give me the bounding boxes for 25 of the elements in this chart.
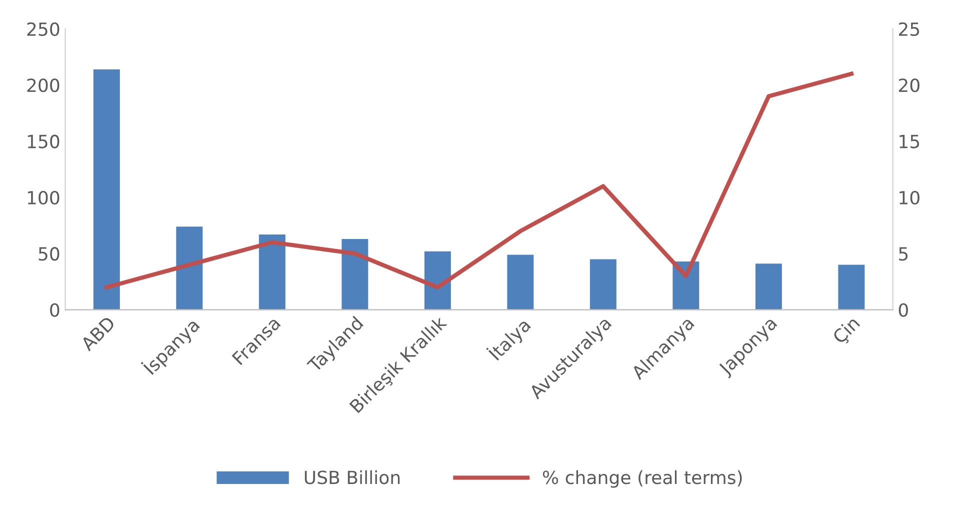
y-tick-label: 200 bbox=[27, 78, 60, 92]
bar bbox=[424, 251, 451, 310]
bar bbox=[838, 264, 865, 310]
y2-tick-label: 5 bbox=[899, 247, 908, 261]
x-tick-label: Çin bbox=[832, 316, 863, 347]
y-tick-label: 100 bbox=[28, 190, 60, 205]
bar bbox=[93, 69, 120, 310]
y2-tick-label: 25 bbox=[898, 22, 920, 36]
y-tick-label: 50 bbox=[38, 247, 60, 261]
y-tick-label: 0 bbox=[50, 303, 60, 317]
line-series bbox=[104, 72, 854, 290]
y-tick-label: 150 bbox=[28, 134, 60, 148]
y-tick-label: 250 bbox=[27, 22, 60, 36]
legend-label: USB Billion bbox=[304, 470, 400, 484]
bar bbox=[342, 238, 368, 310]
y2-tick-label: 10 bbox=[900, 190, 920, 205]
bar bbox=[176, 226, 203, 310]
legend-label: % change (real terms) bbox=[542, 470, 742, 488]
bar bbox=[590, 259, 616, 310]
y2-tick-label: 0 bbox=[898, 303, 908, 317]
y2-tick-label: 20 bbox=[898, 78, 920, 92]
y2-tick-label: 15 bbox=[900, 134, 920, 148]
bar bbox=[258, 234, 286, 310]
bar bbox=[507, 254, 534, 310]
bar bbox=[755, 264, 782, 310]
